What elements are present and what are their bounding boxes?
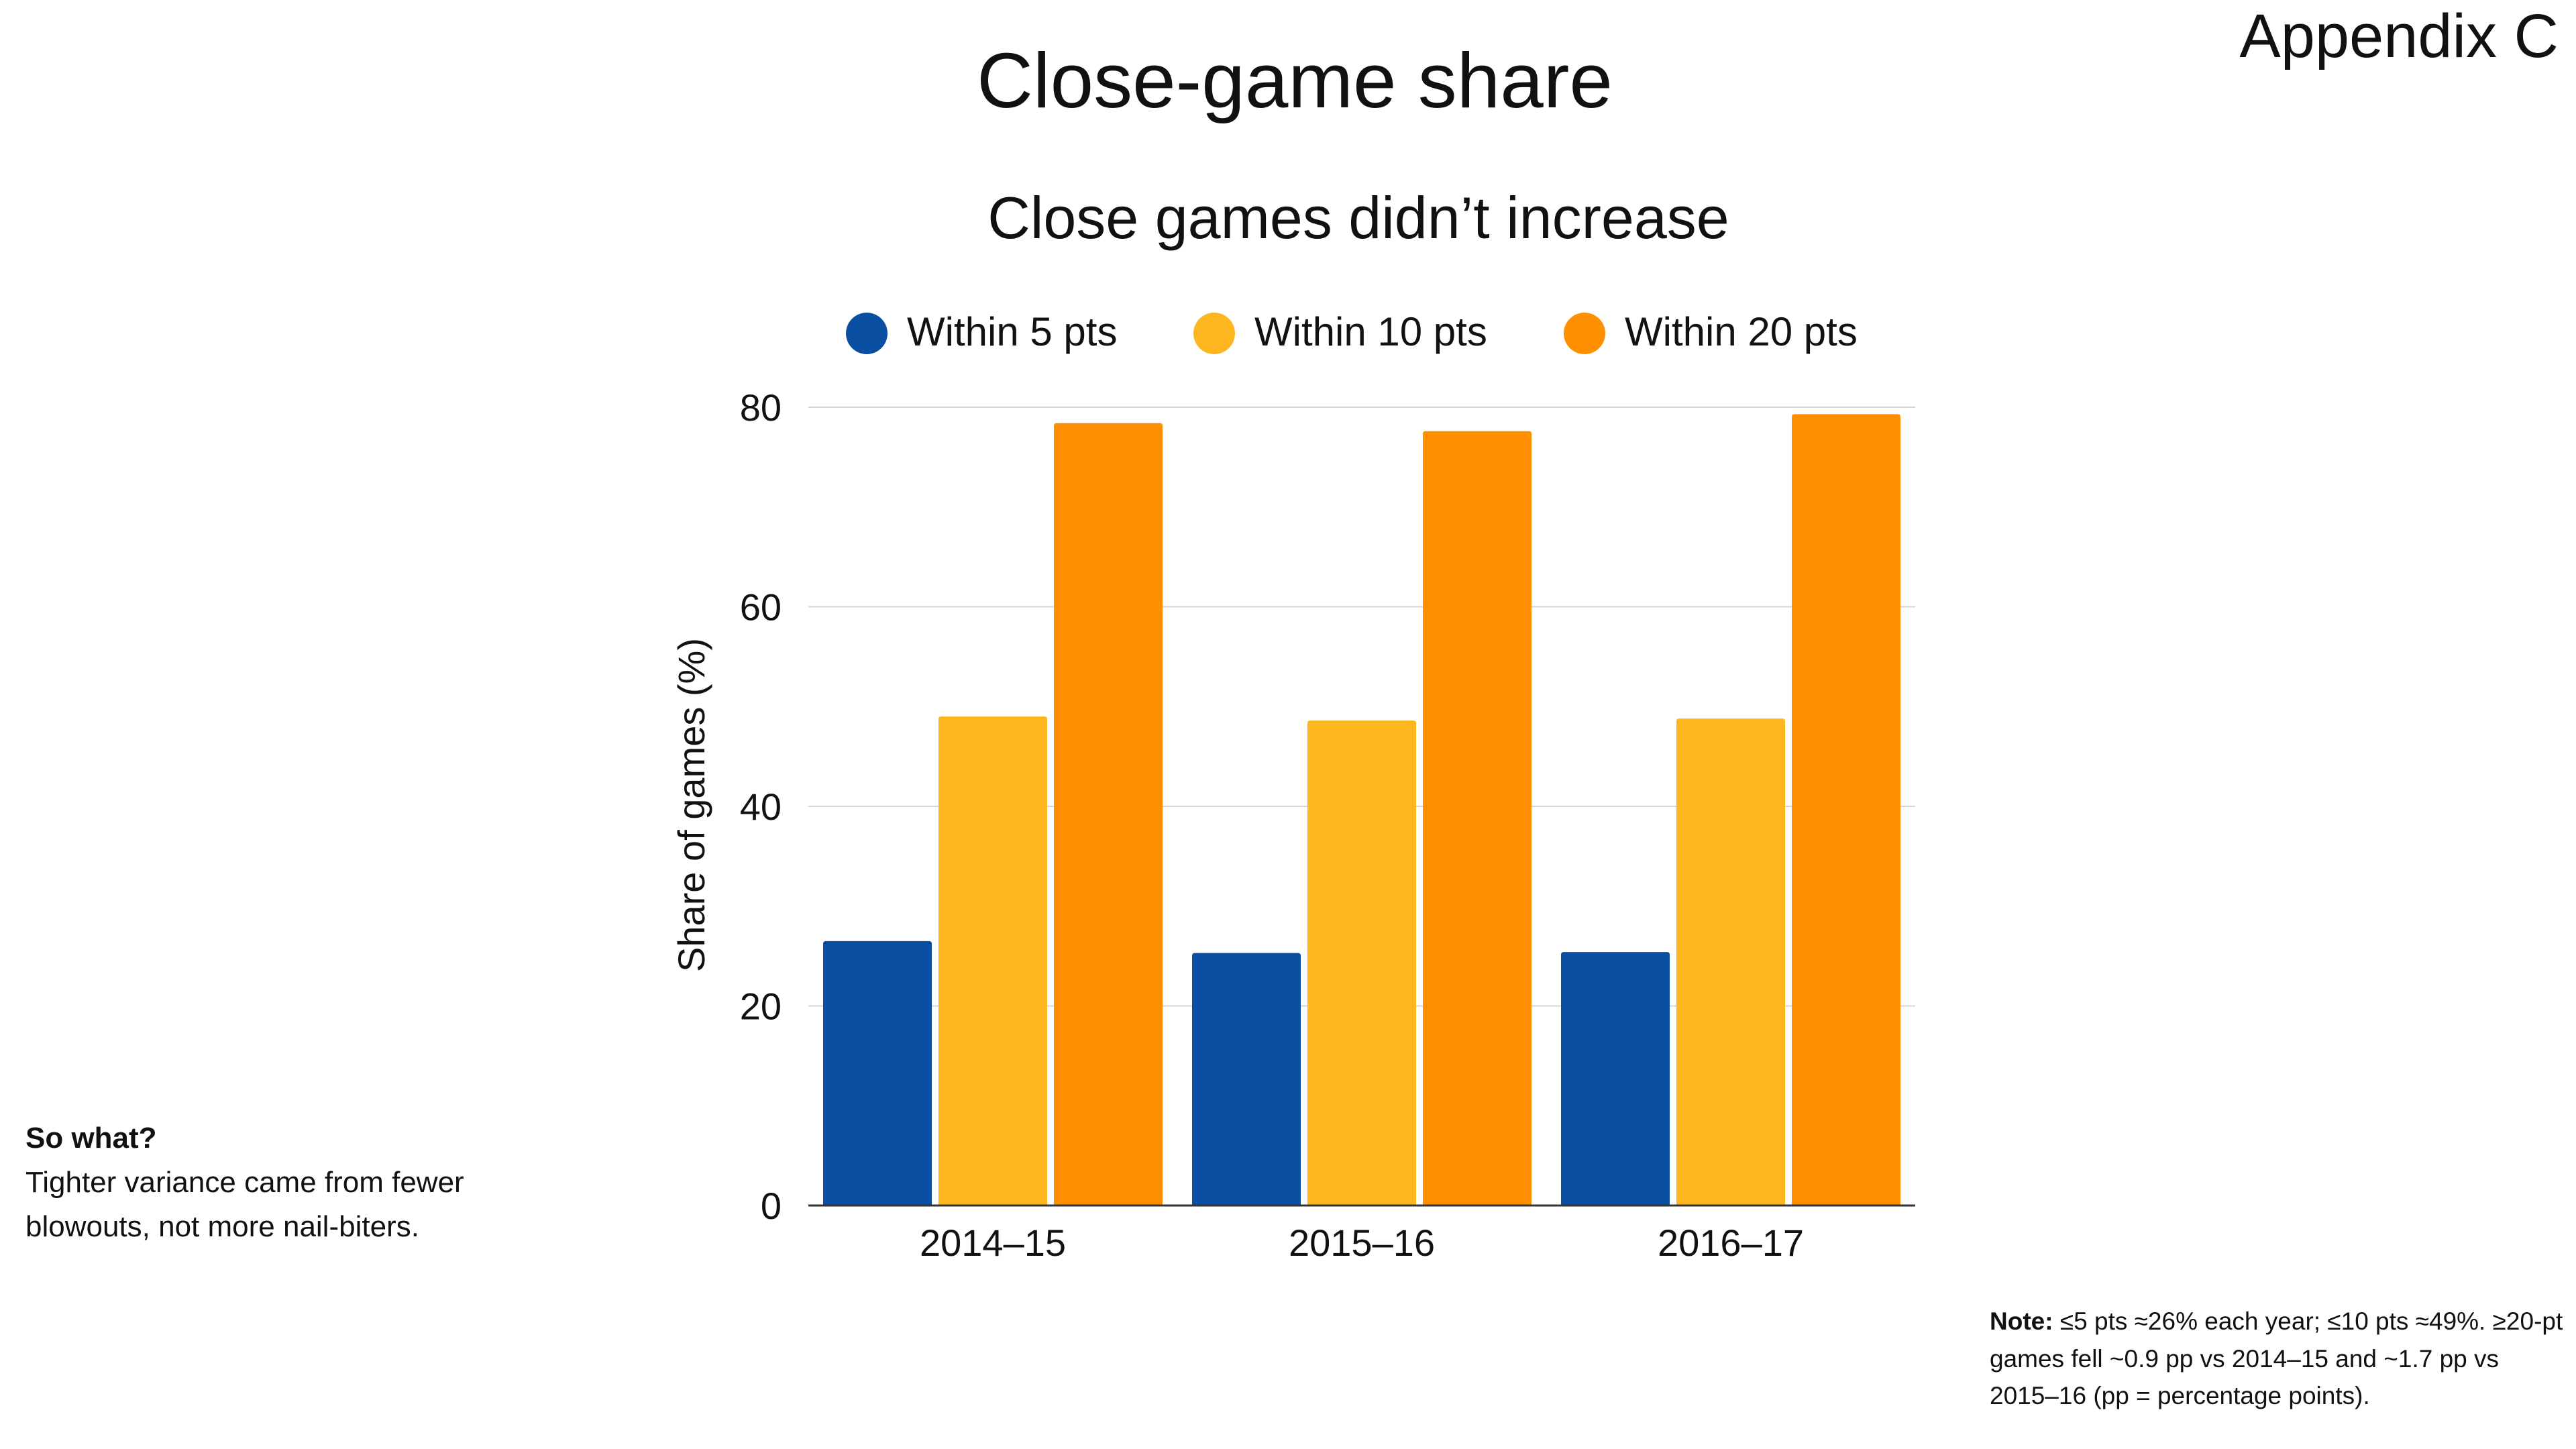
y-axis: 0 20 40 60 80 — [740, 386, 782, 1227]
y-tick-label: 40 — [740, 786, 782, 828]
y-axis-label: Share of games (%) — [670, 638, 712, 972]
legend-item: Within 5 pts — [846, 309, 1117, 354]
legend-label: Within 20 pts — [1625, 309, 1858, 354]
legend-item: Within 10 pts — [1193, 309, 1487, 354]
bar — [1192, 953, 1301, 1205]
legend-swatch — [846, 313, 888, 354]
legend-swatch — [1193, 313, 1235, 354]
appendix-label: Appendix C — [2239, 2, 2559, 70]
y-tick-label: 60 — [740, 586, 782, 629]
so-what-callout: So what? Tighter variance came from fewe… — [25, 1116, 549, 1249]
legend-label: Within 10 pts — [1254, 309, 1487, 354]
bar — [1561, 952, 1670, 1205]
page-title: Close-game share — [977, 37, 1613, 124]
y-tick-label: 80 — [740, 386, 782, 429]
chart-note: Note: ≤5 pts ≈26% each year; ≤10 pts ≈49… — [1990, 1303, 2567, 1415]
bar — [823, 941, 932, 1205]
chart-title: Close games didn’t increase — [987, 184, 1729, 251]
legend-item: Within 20 pts — [1564, 309, 1858, 354]
legend-label: Within 5 pts — [907, 309, 1117, 354]
note-label: Note: — [1990, 1307, 2053, 1335]
legend-swatch — [1564, 313, 1605, 354]
bar — [1423, 431, 1532, 1206]
bar — [1054, 423, 1163, 1205]
so-what-text: Tighter variance came from fewer blowout… — [25, 1166, 464, 1243]
x-tick-label: 2016–17 — [1658, 1222, 1804, 1264]
y-tick-label: 0 — [761, 1185, 782, 1227]
x-tick-label: 2015–16 — [1289, 1222, 1435, 1264]
bar — [1307, 720, 1416, 1205]
y-tick-label: 20 — [740, 985, 782, 1028]
note-text: ≤5 pts ≈26% each year; ≤10 pts ≈49%. ≥20… — [1990, 1307, 2563, 1409]
x-axis: 2014–15 2015–16 2016–17 — [920, 1222, 1804, 1264]
chart-legend: Within 5 pts Within 10 pts Within 20 pts — [846, 309, 1858, 354]
x-tick-label: 2014–15 — [920, 1222, 1066, 1264]
bar — [1676, 718, 1785, 1205]
bar — [1792, 414, 1900, 1205]
chart-bars — [808, 414, 1915, 1207]
bar — [938, 716, 1047, 1205]
so-what-label: So what? — [25, 1122, 157, 1155]
